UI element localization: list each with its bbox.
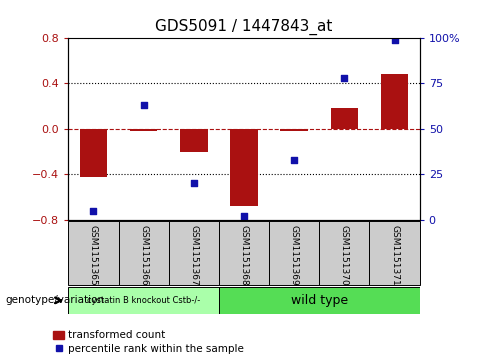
- Point: [391, 37, 399, 43]
- Text: genotype/variation: genotype/variation: [5, 295, 104, 305]
- Point: [140, 102, 147, 108]
- Text: GSM1151366: GSM1151366: [139, 225, 148, 285]
- Bar: [219, 221, 269, 285]
- Bar: [68, 287, 219, 314]
- Bar: [80, 129, 107, 176]
- Text: GSM1151371: GSM1151371: [390, 225, 399, 285]
- Bar: [219, 287, 420, 314]
- Bar: [230, 129, 258, 206]
- Point: [290, 157, 298, 163]
- Text: cystatin B knockout Cstb-/-: cystatin B knockout Cstb-/-: [87, 296, 200, 305]
- Bar: [281, 129, 308, 131]
- Title: GDS5091 / 1447843_at: GDS5091 / 1447843_at: [155, 19, 333, 35]
- Bar: [369, 221, 420, 285]
- Point: [240, 213, 248, 219]
- Text: GSM1151368: GSM1151368: [240, 225, 248, 285]
- Point: [89, 208, 97, 213]
- Bar: [169, 221, 219, 285]
- Text: GSM1151369: GSM1151369: [290, 225, 299, 285]
- Bar: [119, 221, 169, 285]
- Bar: [130, 129, 158, 131]
- Bar: [381, 74, 408, 129]
- Bar: [269, 221, 319, 285]
- Bar: [330, 109, 358, 129]
- Point: [190, 180, 198, 186]
- Point: [341, 75, 348, 81]
- Bar: [180, 129, 207, 152]
- Legend: transformed count, percentile rank within the sample: transformed count, percentile rank withi…: [49, 326, 248, 358]
- Text: GSM1151370: GSM1151370: [340, 225, 349, 285]
- Bar: [68, 221, 119, 285]
- Bar: [319, 221, 369, 285]
- Text: wild type: wild type: [291, 294, 348, 307]
- Text: GSM1151367: GSM1151367: [189, 225, 198, 285]
- Text: GSM1151365: GSM1151365: [89, 225, 98, 285]
